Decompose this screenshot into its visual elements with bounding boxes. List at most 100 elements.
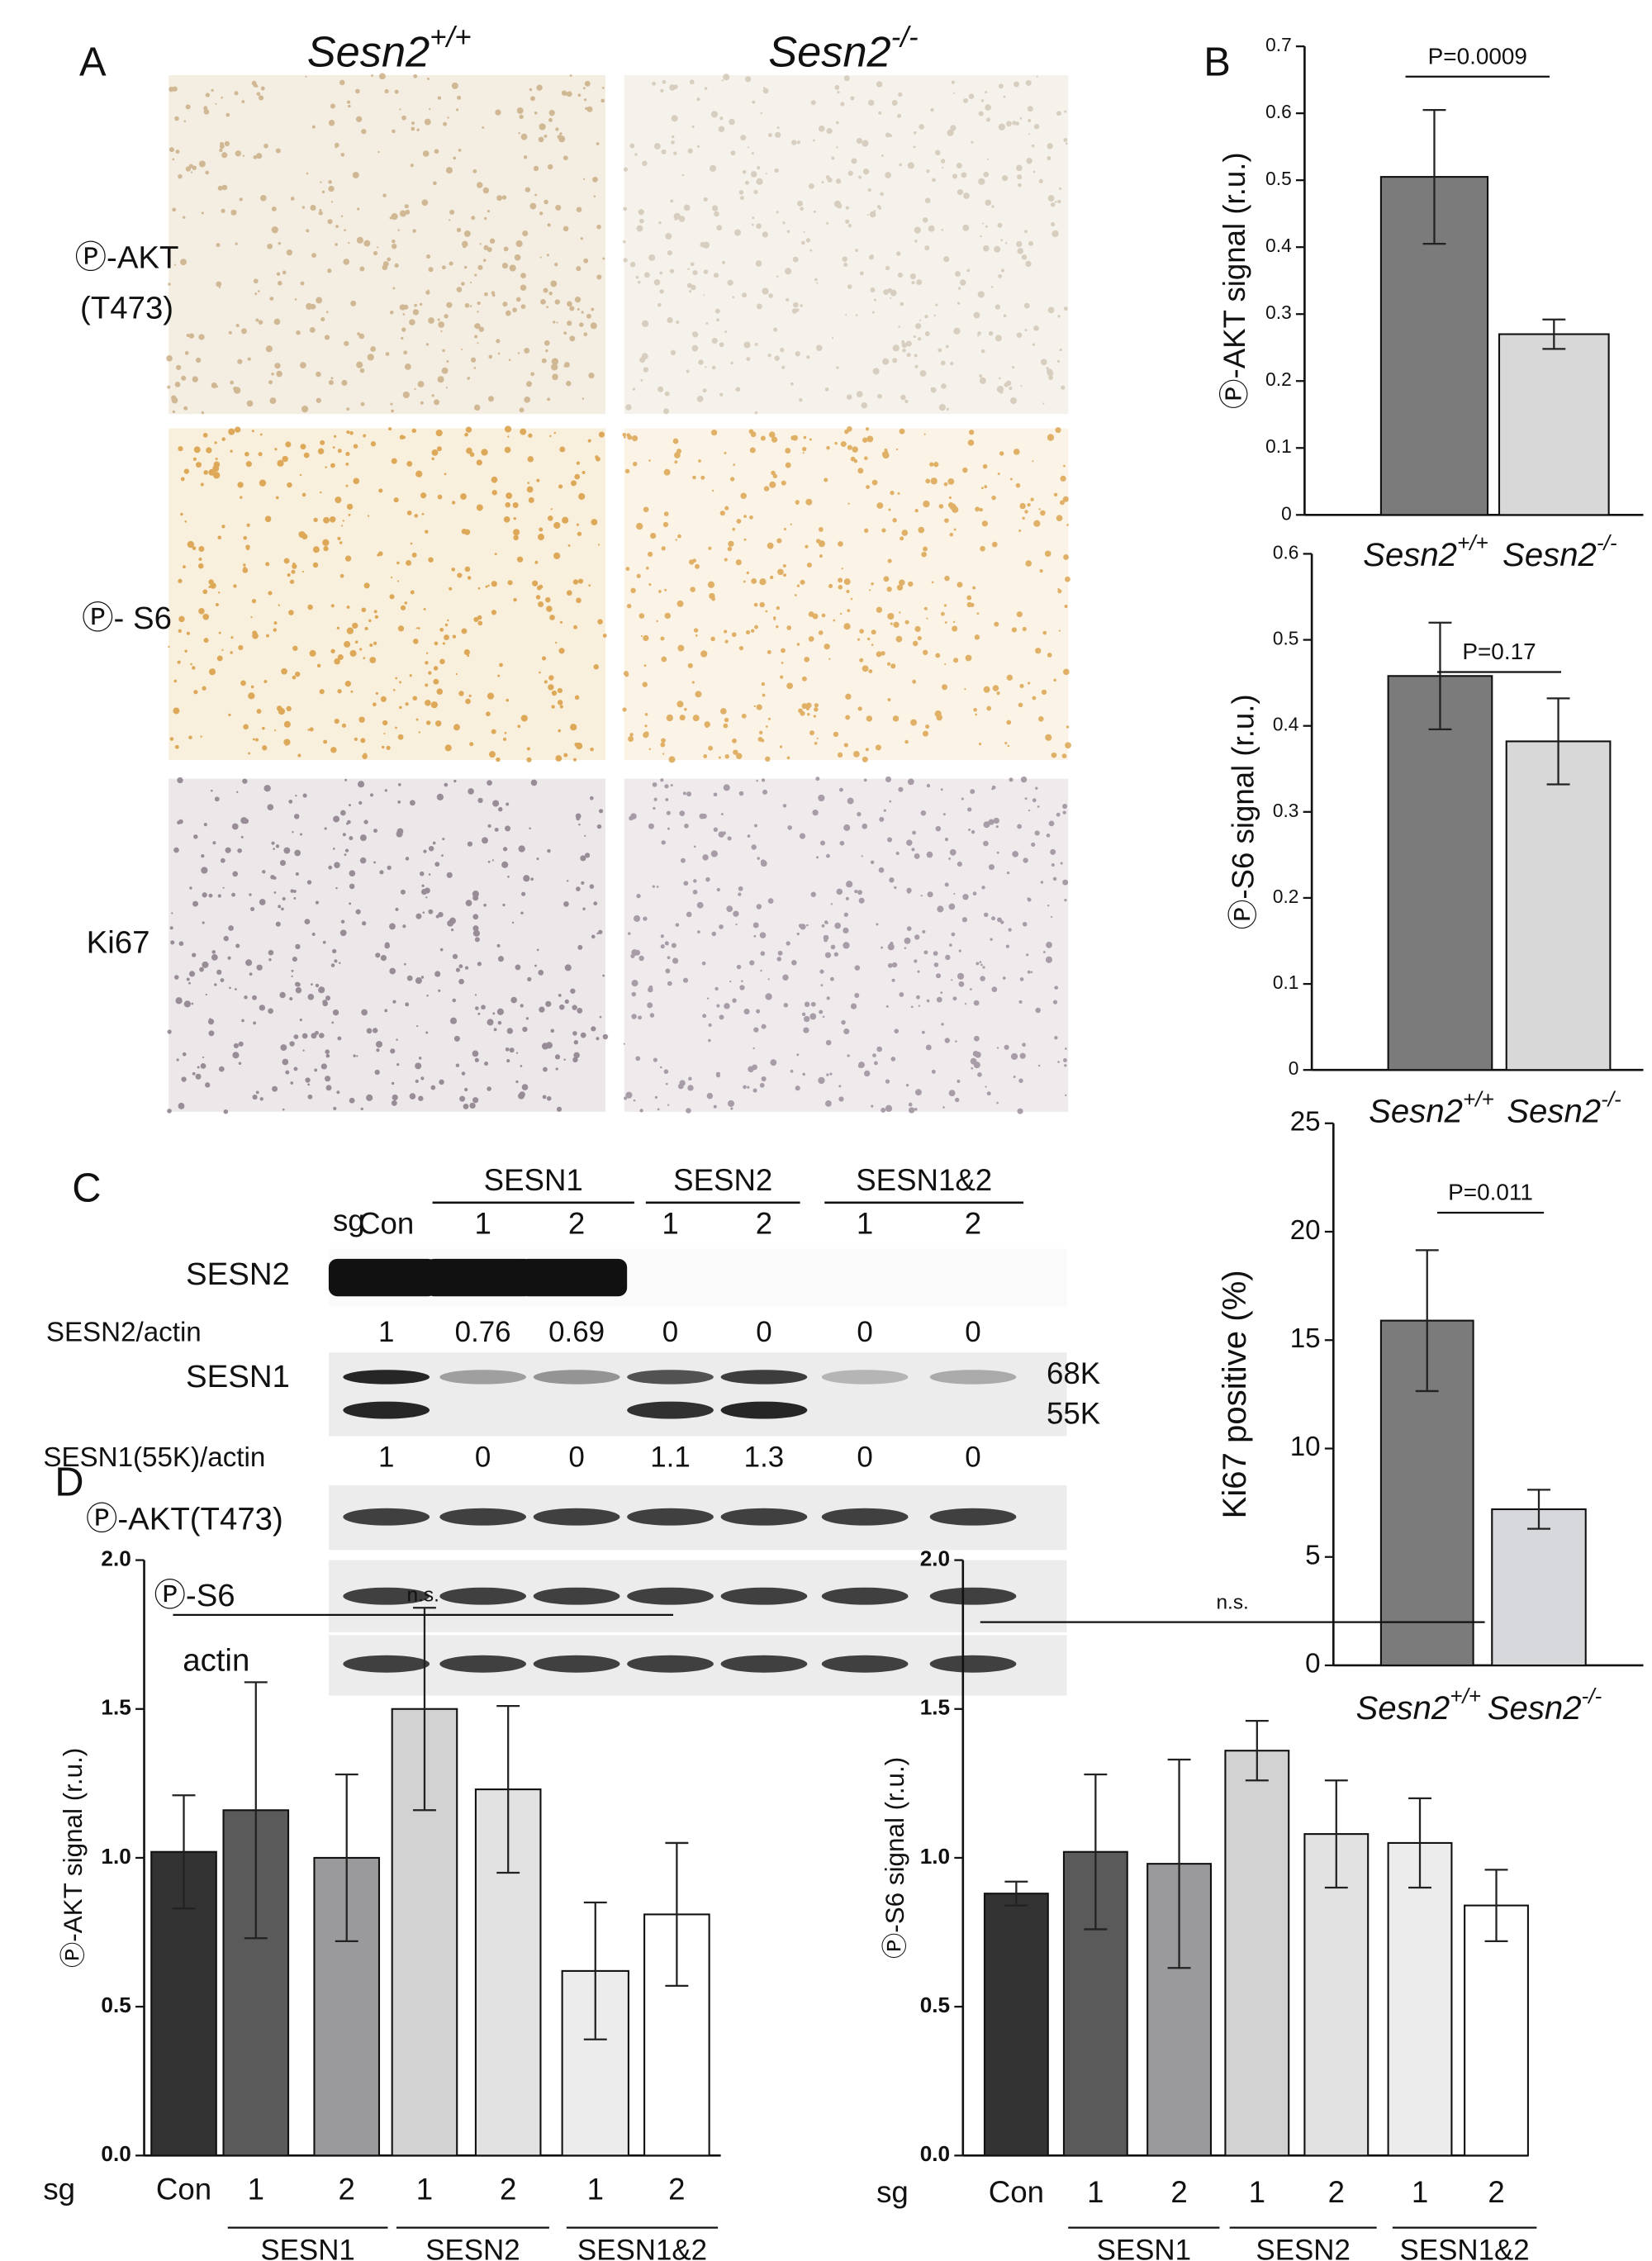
tissue-dot	[391, 213, 398, 221]
tissue-dot	[932, 178, 936, 183]
tissue-dot	[360, 1107, 363, 1111]
tissue-dot	[718, 831, 725, 838]
tissue-dot	[307, 994, 315, 1000]
tissue-dot	[742, 292, 748, 298]
tissue-dot	[437, 376, 444, 383]
tissue-dot	[502, 302, 508, 307]
tissue-dot	[743, 1008, 750, 1015]
tissue-dot	[494, 827, 499, 832]
tissue-dot	[183, 468, 190, 474]
tissue-dot	[418, 1095, 424, 1101]
tissue-dot	[669, 84, 676, 91]
tissue-dot	[869, 211, 876, 218]
tissue-dot	[1047, 195, 1055, 202]
tissue-dot	[532, 580, 539, 587]
tissue-dot	[629, 815, 634, 821]
tissue-dot	[517, 352, 520, 354]
ratio-value: 0	[568, 1442, 584, 1474]
tissue-dot	[843, 824, 851, 831]
tissue-dot	[922, 929, 926, 934]
tissue-dot	[382, 193, 387, 197]
tissue-dot	[310, 205, 316, 211]
tissue-dot	[391, 409, 394, 413]
tissue-dot	[425, 896, 428, 899]
tissue-dot	[696, 97, 700, 102]
y-tick-label: 0.3	[1273, 800, 1299, 821]
tissue-dot	[558, 993, 562, 997]
tissue-dot	[412, 309, 420, 316]
y-tick-label: 0.5	[1265, 168, 1292, 189]
tissue-dot	[738, 190, 744, 195]
tissue-dot	[577, 308, 580, 311]
tissue-dot	[810, 100, 816, 106]
tissue-dot	[472, 1097, 479, 1104]
tissue-dot	[566, 590, 572, 596]
tissue-dot	[305, 1077, 311, 1083]
tissue-dot	[234, 91, 239, 96]
tissue-dot	[178, 819, 183, 824]
tissue-dot	[436, 446, 442, 452]
tissue-dot	[797, 200, 804, 207]
tissue-dot	[1020, 385, 1023, 387]
tissue-dot	[352, 171, 359, 178]
tissue-dot	[527, 482, 529, 484]
tissue-dot	[244, 452, 249, 457]
tissue-dot	[569, 74, 572, 78]
tissue-dot	[546, 1095, 552, 1101]
tissue-dot	[557, 700, 563, 705]
tissue-dot	[563, 155, 568, 161]
tissue-dot	[321, 190, 325, 194]
tissue-dot	[631, 435, 638, 442]
tissue-dot	[949, 943, 952, 947]
bar	[1224, 1750, 1290, 2157]
tissue-dot	[908, 581, 914, 587]
tissue-dot	[1042, 402, 1045, 405]
tissue-dot	[1016, 332, 1023, 338]
tissue-dot	[629, 261, 636, 268]
x-tick-label: Sesn2-/-	[1488, 1684, 1602, 1727]
tissue-dot	[361, 607, 367, 613]
tissue-dot	[1060, 500, 1065, 506]
tissue-dot	[268, 958, 272, 962]
tissue-dot	[783, 528, 786, 531]
y-tick-label: 1.5	[920, 1695, 950, 1720]
tissue-dot	[722, 260, 726, 264]
tissue-dot	[689, 559, 695, 565]
tissue-dot	[733, 463, 735, 466]
tissue-dot	[916, 279, 923, 285]
tissue-dot	[1055, 201, 1057, 203]
tissue-dot	[497, 956, 505, 962]
micrograph	[624, 75, 1069, 415]
tissue-dot	[973, 1000, 980, 1006]
gene: Sesn2	[1355, 1689, 1450, 1727]
tissue-dot	[892, 358, 898, 363]
tissue-dot	[535, 595, 541, 600]
tissue-dot	[255, 318, 259, 322]
tissue-dot	[638, 955, 644, 962]
tissue-dot	[1012, 121, 1017, 126]
tissue-dot	[633, 1099, 636, 1102]
tissue-dot	[425, 343, 430, 346]
tissue-dot	[749, 447, 756, 454]
tissue-dot	[696, 395, 704, 402]
tissue-dot	[459, 1095, 466, 1102]
tissue-dot	[570, 988, 576, 994]
tissue-dot	[373, 861, 377, 864]
tissue-dot	[1055, 427, 1061, 434]
tissue-dot	[481, 1005, 486, 1010]
tissue-dot	[801, 446, 807, 452]
tissue-dot	[562, 516, 569, 524]
tissue-dot	[691, 284, 696, 291]
tissue-dot	[687, 663, 693, 668]
tissue-dot	[411, 121, 415, 126]
x-tick-label: 2	[500, 2173, 516, 2206]
tissue-dot	[754, 411, 758, 415]
tissue-dot	[318, 211, 323, 216]
tissue-dot	[273, 848, 275, 850]
tissue-dot	[304, 919, 311, 925]
tissue-dot	[515, 240, 523, 248]
tissue-dot	[980, 976, 985, 981]
tissue-dot	[978, 178, 985, 185]
tissue-dot	[444, 473, 447, 476]
